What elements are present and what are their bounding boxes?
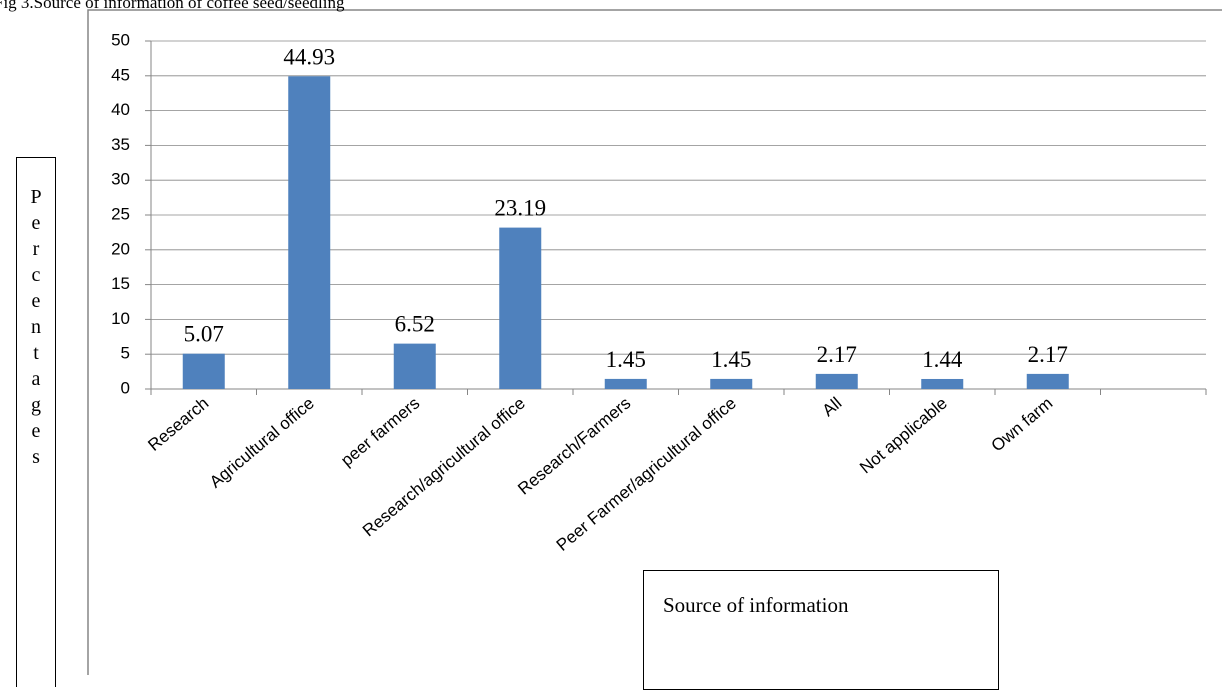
value-label: 1.44 (922, 347, 963, 372)
y-tick-label: 25 (111, 204, 130, 223)
bar (499, 227, 542, 389)
y-tick-label: 45 (111, 65, 130, 84)
y-tick-label: 15 (111, 274, 130, 293)
value-label: 23.19 (494, 196, 546, 221)
bar (1026, 373, 1069, 389)
bar (815, 373, 858, 389)
y-tick-label: 0 (121, 378, 130, 397)
y-tick-label: 10 (111, 309, 130, 328)
chart: Fig 3.Source of information of coffee se… (0, 0, 1222, 675)
y-tick-label: 35 (111, 135, 130, 154)
bar (921, 378, 964, 389)
value-label: 1.45 (606, 347, 646, 372)
value-label: 2.17 (1028, 342, 1068, 367)
chart-frame (87, 9, 1222, 675)
value-label: 44.93 (283, 44, 335, 69)
y-tick-label: 40 (111, 100, 130, 119)
bar (604, 378, 647, 389)
chart-title: Fig 3.Source of information of coffee se… (0, 0, 345, 12)
x-axis-label-box: Source of information (643, 570, 999, 690)
y-tick-label: 5 (121, 344, 130, 363)
y-tick-label: 30 (111, 170, 130, 189)
value-label: 5.07 (184, 322, 224, 347)
bar (288, 76, 331, 389)
y-tick-label: 20 (111, 239, 130, 258)
y-axis-label-box: Percentages (16, 157, 56, 687)
bar (393, 343, 436, 389)
value-label: 1.45 (711, 347, 751, 372)
bar (710, 378, 753, 389)
value-label: 6.52 (395, 312, 435, 337)
value-label: 2.17 (817, 342, 857, 367)
bar (182, 353, 225, 389)
x-axis-label: Source of information (663, 593, 849, 617)
y-axis-label: Percentages (30, 186, 42, 468)
y-tick-label: 50 (111, 30, 130, 49)
